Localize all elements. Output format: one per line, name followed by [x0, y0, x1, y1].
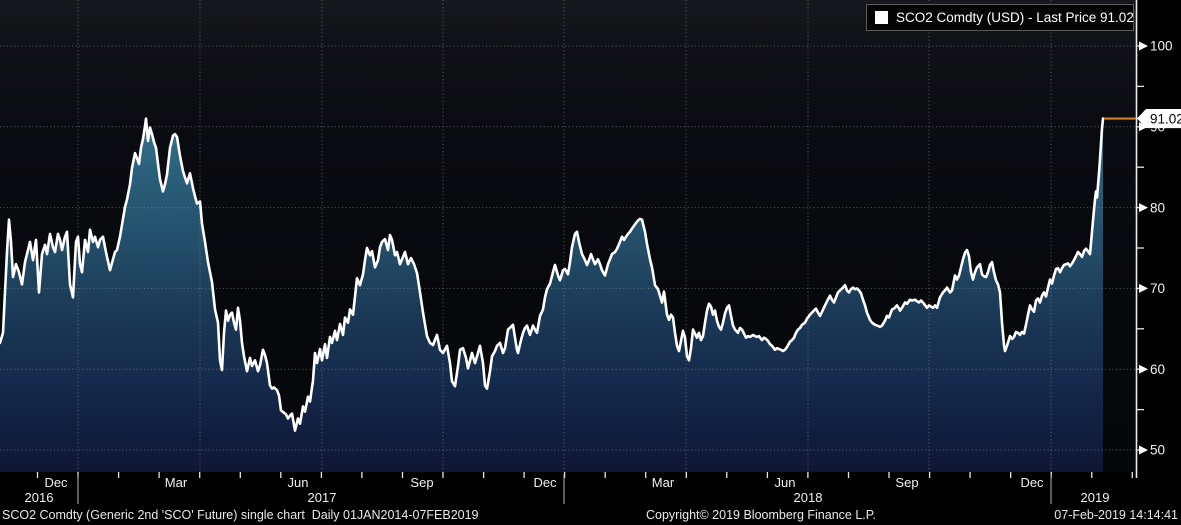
x-year-label: 2018: [794, 490, 823, 505]
price-line: [0, 117, 1105, 432]
y-tick-label: 80: [1150, 200, 1165, 215]
y-tick-arrow-icon: [1139, 41, 1148, 51]
last-price-flag-shape: [1137, 108, 1181, 129]
last-price-flag: 91.02: [1104, 108, 1181, 129]
x-year-label: 2016: [25, 490, 54, 505]
area-fill: [0, 118, 1103, 472]
area-path: [0, 118, 1103, 472]
x-month-label: Mar: [652, 475, 675, 490]
x-month-label: Sep: [895, 475, 918, 490]
x-month-label: Dec: [44, 475, 68, 490]
footer-bar: SCO2 Comdty (Generic 2nd 'SCO' Future) s…: [0, 505, 1181, 525]
x-month-label: Mar: [165, 475, 188, 490]
legend-label: SCO2 Comdty (USD) - Last Price 91.02: [896, 10, 1134, 25]
footer-description: SCO2 Comdty (Generic 2nd 'SCO' Future) s…: [2, 508, 479, 522]
price-chart[interactable]: 1009080706050 DecMarJunSepDecMarJunSepDe…: [0, 0, 1181, 505]
y-tick-label: 100: [1150, 39, 1173, 54]
y-tick-arrow-icon: [1139, 283, 1148, 293]
x-month-label: Dec: [1020, 475, 1044, 490]
x-month-label: Sep: [410, 475, 433, 490]
last-price-value: 91.02: [1150, 111, 1181, 126]
gridlines: [0, 0, 1136, 472]
y-tick-label: 70: [1150, 281, 1165, 296]
x-month-label: Jun: [288, 475, 309, 490]
series-swatch: [875, 11, 888, 24]
series-path: [0, 117, 1105, 432]
y-tick-arrow-icon: [1139, 364, 1148, 374]
y-tick-arrow-icon: [1139, 122, 1148, 132]
y-tick-label: 60: [1150, 362, 1165, 377]
x-year-label: 2019: [1081, 490, 1110, 505]
x-year-label: 2017: [308, 490, 337, 505]
x-month-label: Jun: [775, 475, 796, 490]
footer-datetime: 07-Feb-2019 14:14:41: [1054, 508, 1178, 522]
y-axis: 1009080706050: [1135, 0, 1173, 478]
x-month-label: Dec: [533, 475, 557, 490]
footer-copyright: Copyright© 2019 Bloomberg Finance L.P.: [646, 508, 876, 522]
y-tick-arrow-icon: [1139, 445, 1148, 455]
y-tick-label: 50: [1150, 443, 1165, 458]
legend-box[interactable]: SCO2 Comdty (USD) - Last Price 91.02: [866, 4, 1134, 31]
y-tick-arrow-icon: [1139, 203, 1148, 213]
